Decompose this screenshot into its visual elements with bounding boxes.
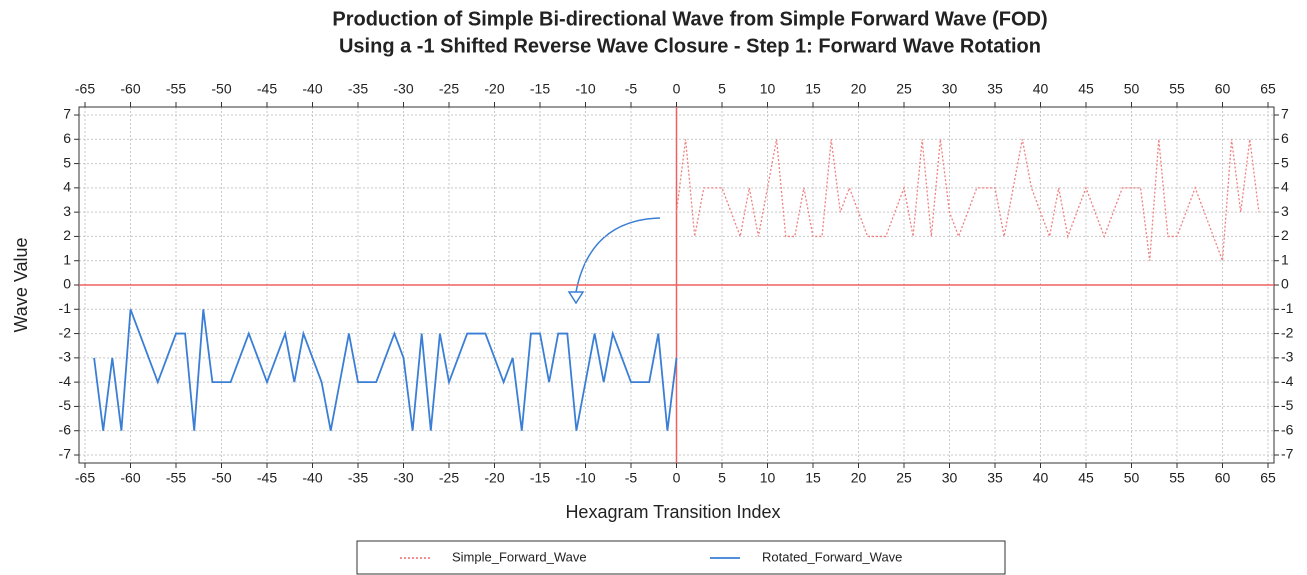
y-tick-label: 2 bbox=[1281, 227, 1289, 243]
y-tick-label: 5 bbox=[63, 154, 71, 170]
y-tick-label: 4 bbox=[1281, 179, 1289, 195]
x-tick-label: -20 bbox=[484, 81, 504, 97]
x-tick-label: -30 bbox=[393, 470, 413, 486]
annotation-arrowhead bbox=[567, 291, 585, 305]
x-tick-label: 40 bbox=[1033, 81, 1049, 97]
x-tick-label: 65 bbox=[1260, 470, 1276, 486]
y-tick-label: 6 bbox=[63, 130, 71, 146]
y-tick-label: -4 bbox=[59, 373, 72, 389]
data-line bbox=[93, 308, 678, 431]
x-tick-label: -45 bbox=[257, 470, 277, 486]
y-tick-label: 3 bbox=[63, 203, 71, 219]
x-tick-label: -25 bbox=[439, 470, 459, 486]
x-tick-label: -40 bbox=[302, 470, 322, 486]
x-tick-label: 55 bbox=[1169, 81, 1185, 97]
x-tick-label: 20 bbox=[851, 81, 867, 97]
x-tick-label: -10 bbox=[575, 81, 595, 97]
x-tick-label: -15 bbox=[530, 470, 550, 486]
y-tick-label: 5 bbox=[1281, 154, 1289, 170]
y-tick-label: -1 bbox=[1281, 300, 1294, 316]
x-tick-label: 60 bbox=[1215, 470, 1231, 486]
x-tick-label: -10 bbox=[575, 470, 595, 486]
x-tick-label: -20 bbox=[484, 470, 504, 486]
x-tick-label: 20 bbox=[851, 470, 867, 486]
y-tick-label: -1 bbox=[59, 300, 72, 316]
y-tick-label: 0 bbox=[63, 276, 71, 292]
y-tick-label: -6 bbox=[59, 421, 72, 437]
x-tick-label: -35 bbox=[348, 470, 368, 486]
x-tick-label: 0 bbox=[673, 81, 681, 97]
x-tick-label: -30 bbox=[393, 81, 413, 97]
x-tick-label: -5 bbox=[625, 470, 638, 486]
y-tick-label: 0 bbox=[1281, 276, 1289, 292]
x-tick-label: -50 bbox=[211, 470, 231, 486]
y-tick-label: -2 bbox=[59, 324, 72, 340]
x-tick-label: 60 bbox=[1215, 81, 1231, 97]
y-tick-label: 2 bbox=[63, 227, 71, 243]
x-tick-label: -60 bbox=[120, 81, 140, 97]
x-tick-label: -25 bbox=[439, 81, 459, 97]
x-tick-label: 45 bbox=[1078, 470, 1094, 486]
x-tick-label: 10 bbox=[760, 81, 776, 97]
x-tick-label: 35 bbox=[987, 470, 1003, 486]
x-tick-label: -65 bbox=[75, 470, 95, 486]
y-tick-label: -5 bbox=[59, 397, 72, 413]
x-tick-label: 15 bbox=[805, 81, 821, 97]
legend-label: Simple_Forward_Wave bbox=[452, 549, 587, 564]
legend bbox=[356, 540, 1006, 575]
x-tick-label: -5 bbox=[625, 81, 638, 97]
x-tick-label: -55 bbox=[166, 470, 186, 486]
y-tick-label: -3 bbox=[59, 349, 72, 365]
x-tick-label: -50 bbox=[211, 81, 231, 97]
y-tick-label: -6 bbox=[1281, 421, 1294, 437]
x-tick-label: 5 bbox=[718, 81, 726, 97]
y-axis-label: Wave Value bbox=[11, 237, 31, 332]
x-tick-label: 25 bbox=[896, 81, 912, 97]
x-tick-label: 15 bbox=[805, 470, 821, 486]
x-tick-label: 50 bbox=[1124, 470, 1140, 486]
data-line bbox=[675, 139, 1260, 261]
y-tick-label: -7 bbox=[59, 446, 72, 462]
x-tick-label: 25 bbox=[896, 470, 912, 486]
x-tick-label: -15 bbox=[530, 81, 550, 97]
x-tick-label: 5 bbox=[718, 470, 726, 486]
y-tick-label: 6 bbox=[1281, 130, 1289, 146]
x-tick-label: -65 bbox=[75, 81, 95, 97]
x-tick-label: 65 bbox=[1260, 81, 1276, 97]
x-tick-label: -40 bbox=[302, 81, 322, 97]
y-tick-label: 7 bbox=[63, 106, 71, 122]
legend-label: Rotated_Forward_Wave bbox=[762, 549, 902, 564]
x-tick-label: 35 bbox=[987, 81, 1003, 97]
y-tick-label: 3 bbox=[1281, 203, 1289, 219]
x-tick-label: 55 bbox=[1169, 470, 1185, 486]
x-tick-label: 30 bbox=[942, 470, 958, 486]
x-tick-label: -55 bbox=[166, 81, 186, 97]
chart-title: Production of Simple Bi-directional Wave… bbox=[332, 8, 1047, 30]
y-tick-label: 4 bbox=[63, 179, 71, 195]
y-tick-label: 1 bbox=[1281, 251, 1289, 267]
x-tick-label: -60 bbox=[120, 470, 140, 486]
x-tick-label: 0 bbox=[673, 470, 681, 486]
x-tick-label: -45 bbox=[257, 81, 277, 97]
y-tick-label: 1 bbox=[63, 251, 71, 267]
x-tick-label: 40 bbox=[1033, 470, 1049, 486]
y-tick-label: -3 bbox=[1281, 349, 1294, 365]
x-axis-label: Hexagram Transition Index bbox=[565, 502, 780, 522]
x-tick-label: -35 bbox=[348, 81, 368, 97]
x-tick-label: 30 bbox=[942, 81, 958, 97]
x-tick-label: 10 bbox=[760, 470, 776, 486]
y-tick-label: -4 bbox=[1281, 373, 1294, 389]
y-tick-label: -2 bbox=[1281, 324, 1294, 340]
y-tick-label: 7 bbox=[1281, 106, 1289, 122]
annotation-arrow bbox=[575, 217, 661, 293]
y-tick-label: -7 bbox=[1281, 446, 1294, 462]
x-tick-label: 50 bbox=[1124, 81, 1140, 97]
chart-title: Using a -1 Shifted Reverse Wave Closure … bbox=[339, 35, 1041, 57]
x-tick-label: 45 bbox=[1078, 81, 1094, 97]
y-tick-label: -5 bbox=[1281, 397, 1294, 413]
